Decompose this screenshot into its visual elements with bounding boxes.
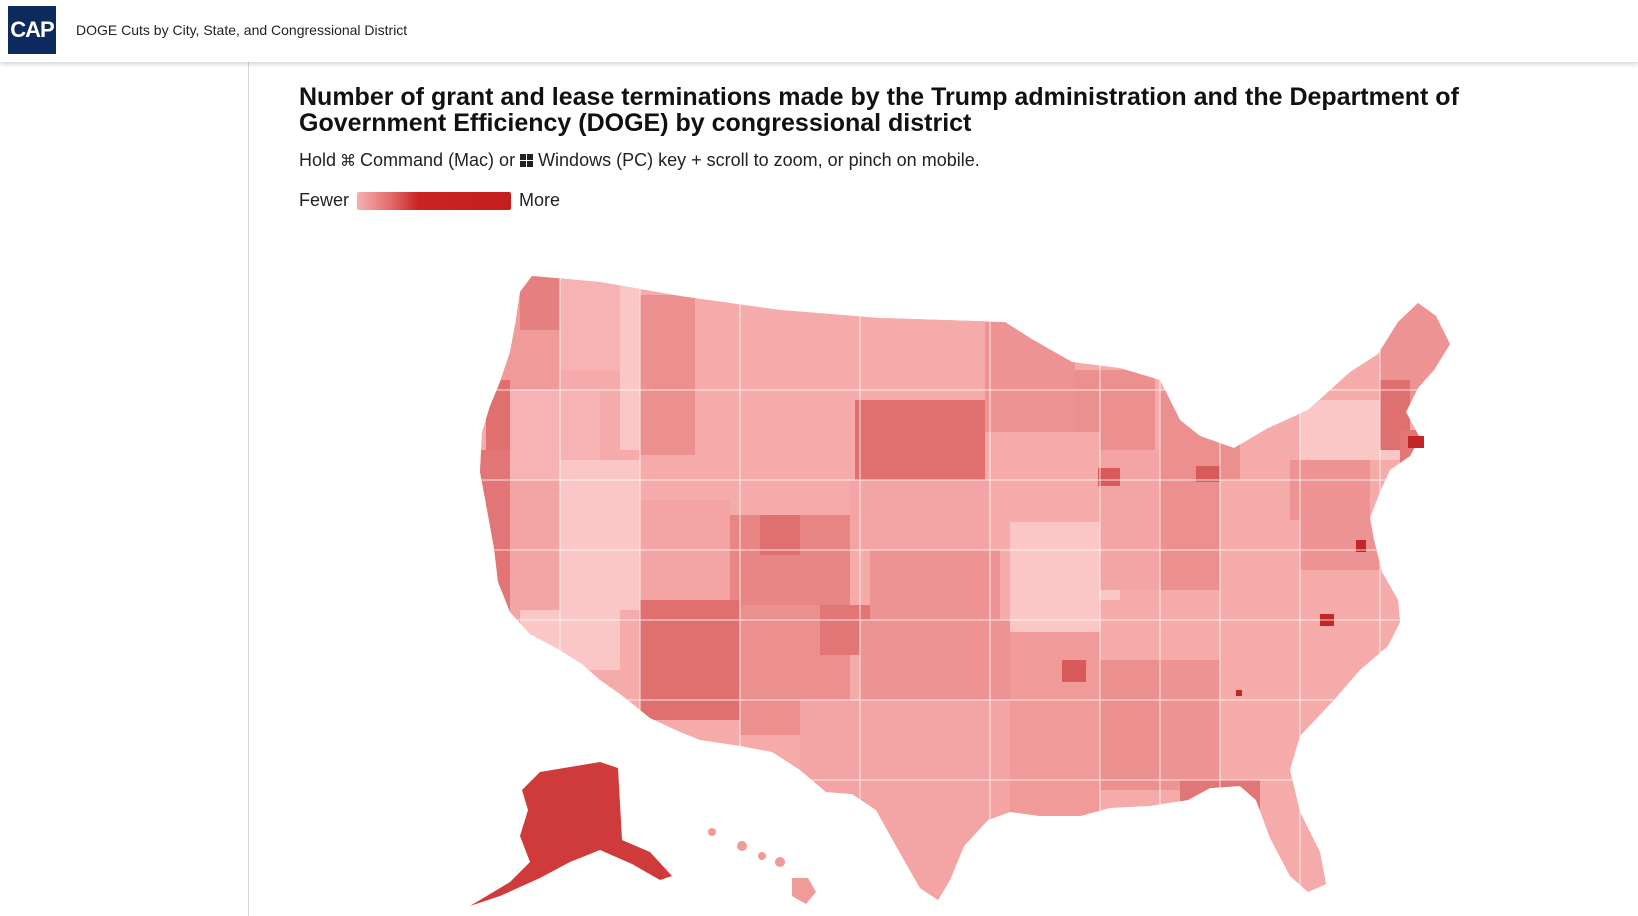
dc-area-district[interactable] xyxy=(1356,540,1366,552)
vertical-borders xyxy=(559,276,1381,900)
arizona-region[interactable] xyxy=(640,600,740,720)
tennessee-region[interactable] xyxy=(1100,600,1260,660)
nevada-region[interactable] xyxy=(560,460,640,610)
south-dakota-region[interactable] xyxy=(855,400,985,480)
georgia-region[interactable] xyxy=(1220,660,1290,790)
indiana-region[interactable] xyxy=(1160,470,1220,590)
idaho-panhandle-region[interactable] xyxy=(620,280,640,450)
district-map[interactable] xyxy=(396,266,1506,910)
hint-pc: Windows (PC) key + scroll to zoom, or pi… xyxy=(538,150,980,170)
document-title: DOGE Cuts by City, State, and Congressio… xyxy=(76,22,408,38)
legend-low-label: Fewer xyxy=(299,190,350,210)
horizontal-borders xyxy=(480,389,1450,781)
chart-title: Number of grant and lease terminations m… xyxy=(299,83,1459,137)
left-divider xyxy=(248,62,249,916)
legend-high-label: More xyxy=(519,190,561,210)
us-map-svg[interactable] xyxy=(396,266,1506,910)
little-rock-district[interactable] xyxy=(1062,660,1086,682)
north-dakota-region[interactable] xyxy=(865,318,985,400)
massachusetts-region[interactable] xyxy=(1400,430,1450,470)
windows-key-icon xyxy=(520,154,534,167)
command-key-icon: ⌘ xyxy=(340,152,357,170)
iowa-region[interactable] xyxy=(990,432,1100,522)
chicago-district[interactable] xyxy=(1098,468,1120,486)
wyoming-region[interactable] xyxy=(730,410,855,520)
kansas-region[interactable] xyxy=(870,550,1000,620)
hint-prefix: Hold xyxy=(299,150,337,170)
nebraska-region[interactable] xyxy=(850,480,990,550)
cap-logo[interactable]: CAP xyxy=(8,6,56,54)
atlanta-district[interactable] xyxy=(1236,690,1242,696)
southern-california-region[interactable] xyxy=(520,610,620,670)
louisiana-region[interactable] xyxy=(1010,732,1100,822)
top-bar: CAP DOGE Cuts by City, State, and Congre… xyxy=(0,0,1638,62)
washington-east-region[interactable] xyxy=(560,270,620,370)
district-borders xyxy=(480,276,1450,900)
florida-region[interactable] xyxy=(1220,780,1330,900)
boston-area-district[interactable] xyxy=(1408,436,1424,448)
idaho-region[interactable] xyxy=(640,295,695,455)
texas-region[interactable] xyxy=(800,700,1010,900)
oklahoma-region[interactable] xyxy=(860,620,1010,700)
virginia-region[interactable] xyxy=(1300,520,1380,570)
arkansas-region[interactable] xyxy=(1010,632,1100,732)
alabama-region[interactable] xyxy=(1160,660,1220,790)
detroit-district[interactable] xyxy=(1196,466,1220,482)
mississippi-region[interactable] xyxy=(1100,650,1160,790)
pennsylvania-region[interactable] xyxy=(1290,460,1370,520)
hint-mac: Command (Mac) or xyxy=(360,150,516,170)
north-carolina-region[interactable] xyxy=(1290,560,1400,640)
alaska-region[interactable] xyxy=(470,762,672,906)
minnesota-region[interactable] xyxy=(985,322,1075,432)
montana-region[interactable] xyxy=(695,300,865,410)
color-legend: Fewer More xyxy=(299,190,560,211)
zoom-hint: Hold ⌘ Command (Mac) or Windows (PC) key… xyxy=(299,150,980,171)
california-central-region[interactable] xyxy=(510,480,560,630)
hawaii-region[interactable] xyxy=(708,828,816,904)
logo-text: CAP xyxy=(10,17,54,42)
legend-gradient-bar xyxy=(357,191,512,210)
ohio-region[interactable] xyxy=(1220,480,1300,580)
denver-region[interactable] xyxy=(760,515,800,555)
